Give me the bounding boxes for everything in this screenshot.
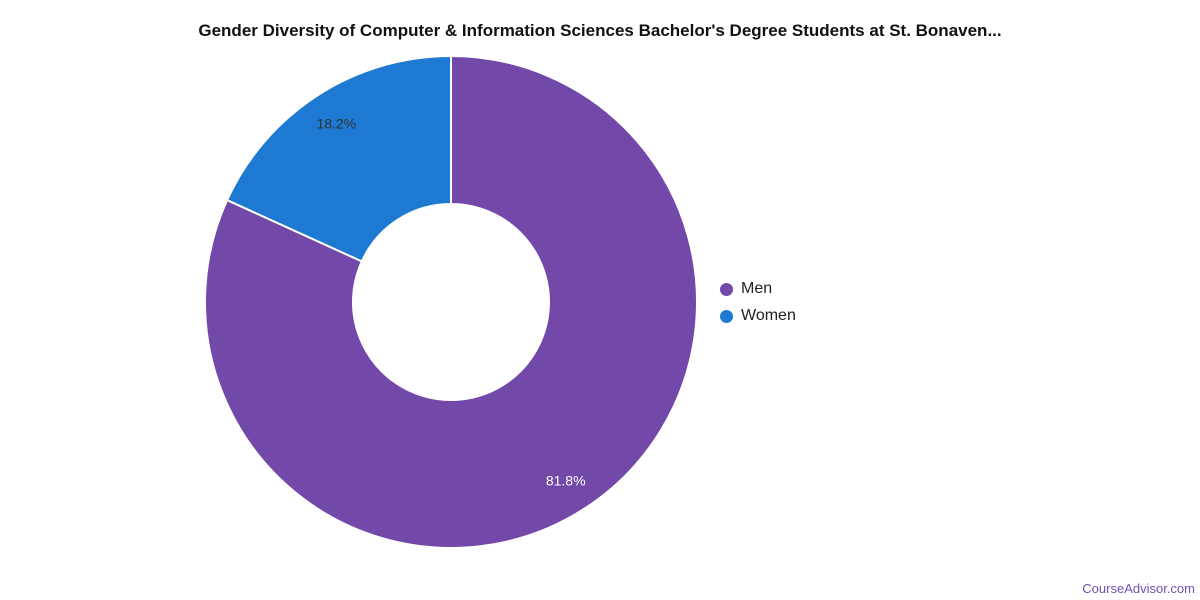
legend-label-women: Women: [741, 307, 796, 324]
slice-label-women: 18.2%: [316, 116, 356, 132]
legend: Men Women: [720, 280, 796, 334]
legend-swatch-men-icon: [720, 282, 733, 296]
legend-swatch-women-icon: [720, 309, 733, 323]
pie-slice-women[interactable]: [226, 55, 452, 263]
pie-slice-men[interactable]: [203, 55, 698, 549]
slice-label-men: 81.8%: [546, 472, 586, 488]
legend-item-men[interactable]: Men: [720, 280, 796, 298]
legend-label-men: Men: [741, 280, 773, 297]
watermark-link[interactable]: CourseAdvisor.com: [1082, 581, 1195, 596]
legend-item-women[interactable]: Women: [720, 307, 796, 325]
chart-title: Gender Diversity of Computer & Informati…: [198, 21, 1002, 40]
